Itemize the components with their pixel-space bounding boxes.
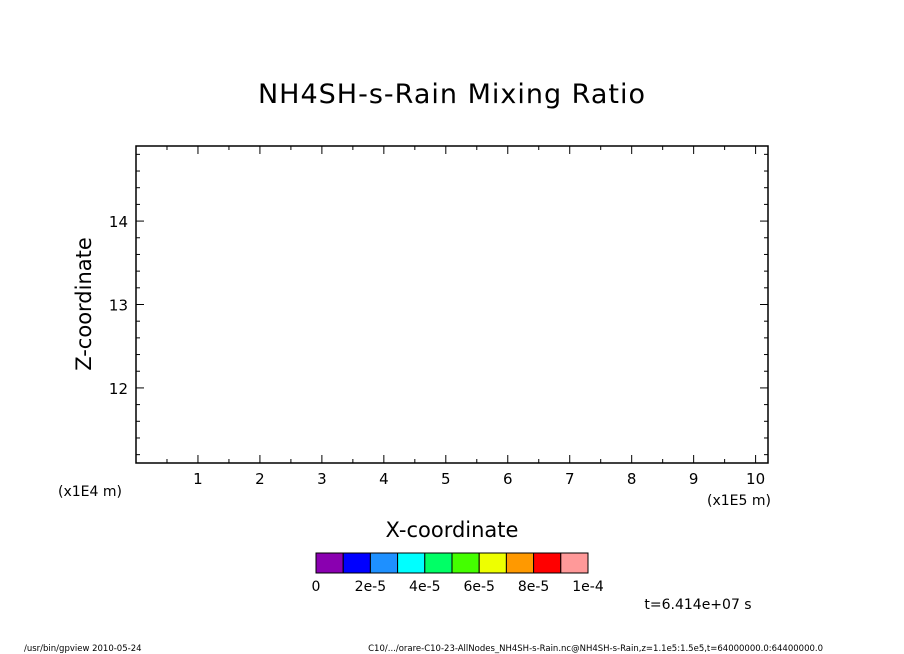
y-tick-label: 13 bbox=[109, 297, 128, 315]
colorbar-swatch bbox=[505, 552, 535, 574]
plot-frame bbox=[135, 145, 769, 464]
colorbar-swatch bbox=[560, 552, 589, 574]
y-axis-tick-labels: 12 13 14 bbox=[109, 213, 128, 398]
colorbar-label: 8e-5 bbox=[518, 579, 549, 595]
footer-left: /usr/bin/gpview 2010-05-24 bbox=[24, 644, 142, 654]
colorbar-swatch bbox=[533, 552, 562, 574]
y-tick-label: 14 bbox=[109, 213, 128, 231]
chart-title: NH4SH-s-Rain Mixing Ratio bbox=[258, 79, 646, 110]
x-axis-tick-labels: 1 2 3 4 5 6 7 8 9 10 bbox=[193, 470, 765, 488]
x-tick-label: 5 bbox=[441, 470, 451, 488]
y-axis-ticks bbox=[136, 153, 768, 456]
colorbar bbox=[315, 552, 589, 574]
x-tick-label: 10 bbox=[746, 470, 765, 488]
colorbar-swatch bbox=[369, 552, 399, 574]
colorbar-swatch bbox=[424, 552, 453, 574]
x-tick-label: 2 bbox=[255, 470, 265, 488]
x-axis-ticks bbox=[166, 146, 757, 463]
colorbar-label: 0 bbox=[312, 579, 321, 595]
colorbar-label: 4e-5 bbox=[409, 579, 440, 595]
x-tick-label: 8 bbox=[627, 470, 637, 488]
x-tick-label: 3 bbox=[317, 470, 327, 488]
colorbar-swatch bbox=[478, 552, 507, 574]
colorbar-swatch bbox=[342, 552, 371, 574]
colorbar-label: 6e-5 bbox=[463, 579, 494, 595]
x-tick-label: 6 bbox=[503, 470, 513, 488]
colorbar-label: 2e-5 bbox=[355, 579, 386, 595]
x-tick-label: 1 bbox=[193, 470, 203, 488]
colorbar-swatch bbox=[315, 552, 344, 574]
y-axis-label: Z-coordinate bbox=[72, 237, 96, 371]
colorbar-labels: 0 2e-5 4e-5 6e-5 8e-5 1e-4 bbox=[312, 579, 604, 595]
colorbar-swatch bbox=[451, 552, 480, 574]
colorbar-label: 1e-4 bbox=[572, 579, 604, 595]
x-tick-label: 9 bbox=[689, 470, 699, 488]
x-tick-label: 7 bbox=[565, 470, 575, 488]
x-unit-label: (x1E5 m) bbox=[707, 493, 771, 509]
footer-right: C10/.../orare-C10-23-AllNodes_NH4SH-s-Ra… bbox=[368, 644, 823, 654]
x-tick-label: 4 bbox=[379, 470, 389, 488]
x-axis-label: X-coordinate bbox=[386, 518, 519, 542]
colorbar-swatch bbox=[397, 552, 426, 574]
time-label: t=6.414e+07 s bbox=[644, 597, 751, 613]
y-tick-label: 12 bbox=[109, 380, 128, 398]
y-unit-label: (x1E4 m) bbox=[58, 484, 122, 500]
